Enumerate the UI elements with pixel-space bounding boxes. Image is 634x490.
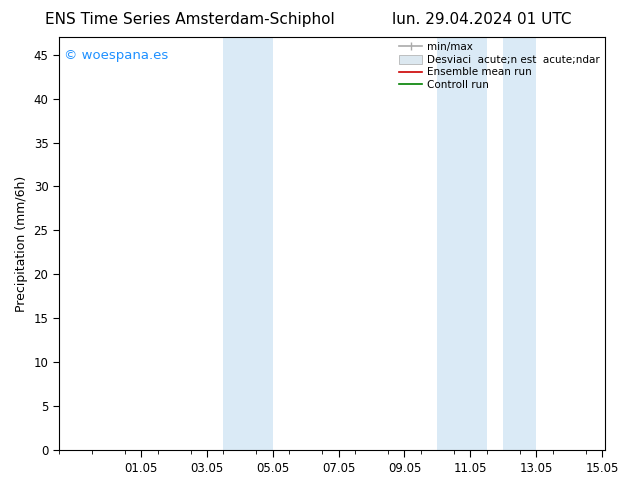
Text: lun. 29.04.2024 01 UTC: lun. 29.04.2024 01 UTC [392, 12, 572, 27]
Bar [437, 37, 487, 450]
Text: ENS Time Series Amsterdam-Schiphol: ENS Time Series Amsterdam-Schiphol [45, 12, 335, 27]
Bar [503, 37, 536, 450]
Bar [223, 37, 273, 450]
Legend: min/max, Desviaci  acute;n est  acute;ndar, Ensemble mean run, Controll run: min/max, Desviaci acute;n est acute;ndar… [397, 40, 602, 92]
Text: © woespana.es: © woespana.es [64, 49, 169, 62]
Y-axis label: Precipitation (mm/6h): Precipitation (mm/6h) [15, 175, 28, 312]
